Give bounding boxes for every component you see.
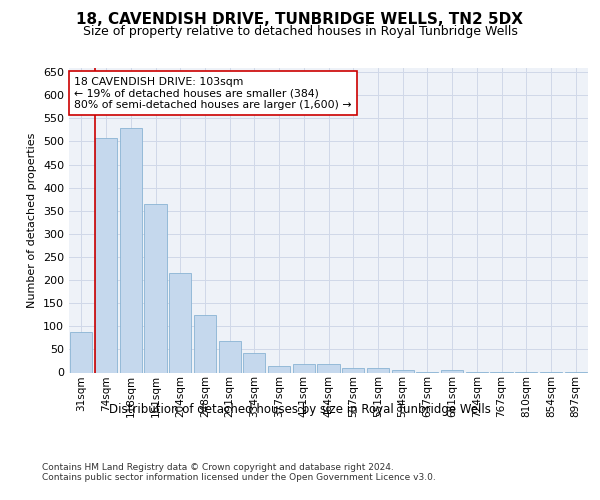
Bar xyxy=(441,370,463,372)
Bar xyxy=(342,368,364,372)
Bar xyxy=(95,138,117,372)
Bar xyxy=(243,353,265,372)
Bar xyxy=(194,314,216,372)
Text: Distribution of detached houses by size in Royal Tunbridge Wells: Distribution of detached houses by size … xyxy=(109,402,491,415)
Bar xyxy=(268,366,290,372)
Text: 18, CAVENDISH DRIVE, TUNBRIDGE WELLS, TN2 5DX: 18, CAVENDISH DRIVE, TUNBRIDGE WELLS, TN… xyxy=(77,12,523,28)
Text: 18 CAVENDISH DRIVE: 103sqm
← 19% of detached houses are smaller (384)
80% of sem: 18 CAVENDISH DRIVE: 103sqm ← 19% of deta… xyxy=(74,76,352,110)
Bar xyxy=(169,273,191,372)
Bar xyxy=(218,341,241,372)
Bar xyxy=(70,332,92,372)
Bar xyxy=(145,204,167,372)
Text: Size of property relative to detached houses in Royal Tunbridge Wells: Size of property relative to detached ho… xyxy=(83,25,517,38)
Y-axis label: Number of detached properties: Number of detached properties xyxy=(28,132,37,308)
Bar xyxy=(367,368,389,372)
Bar xyxy=(119,128,142,372)
Bar xyxy=(392,370,414,372)
Text: Contains HM Land Registry data © Crown copyright and database right 2024.
Contai: Contains HM Land Registry data © Crown c… xyxy=(42,462,436,482)
Bar xyxy=(317,364,340,372)
Bar xyxy=(293,364,315,372)
